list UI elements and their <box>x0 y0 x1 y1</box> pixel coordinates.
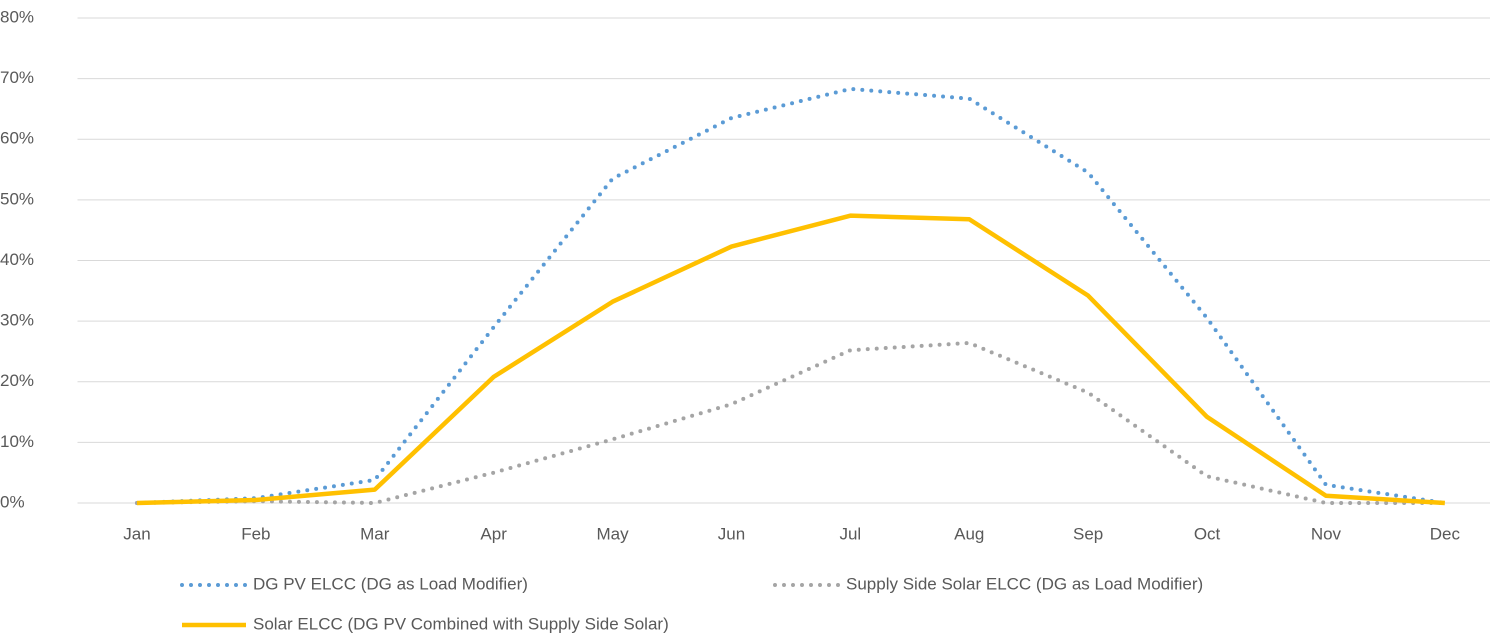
legend-label: Solar ELCC (DG PV Combined with Supply S… <box>253 614 669 633</box>
series-line <box>136 213 1445 506</box>
x-tick-label: Aug <box>954 524 984 543</box>
x-tick-label: Jan <box>123 524 150 543</box>
y-tick-label: 40% <box>0 250 34 269</box>
x-tick-label: Dec <box>1430 524 1461 543</box>
x-tick-label: Apr <box>480 524 507 543</box>
y-tick-label: 70% <box>0 68 34 87</box>
y-tick-label: 10% <box>0 432 34 451</box>
y-tick-label: 0% <box>0 492 25 511</box>
x-tick-label: Jul <box>839 524 861 543</box>
y-tick-label: 50% <box>0 189 34 208</box>
x-tick-label: Nov <box>1311 524 1342 543</box>
x-tick-label: Jun <box>718 524 745 543</box>
legend-label: DG PV ELCC (DG as Load Modifier) <box>253 574 528 593</box>
legend-label: Supply Side Solar ELCC (DG as Load Modif… <box>846 574 1203 593</box>
series-line <box>134 86 1447 505</box>
y-tick-label: 30% <box>0 311 34 330</box>
series-line <box>134 340 1447 506</box>
x-tick-label: Oct <box>1194 524 1221 543</box>
y-tick-label: 60% <box>0 129 34 148</box>
x-tick-label: Sep <box>1073 524 1103 543</box>
y-tick-label: 20% <box>0 371 34 390</box>
y-tick-label: 80% <box>0 7 34 26</box>
x-tick-label: May <box>596 524 629 543</box>
x-tick-label: Mar <box>360 524 390 543</box>
x-tick-label: Feb <box>241 524 270 543</box>
